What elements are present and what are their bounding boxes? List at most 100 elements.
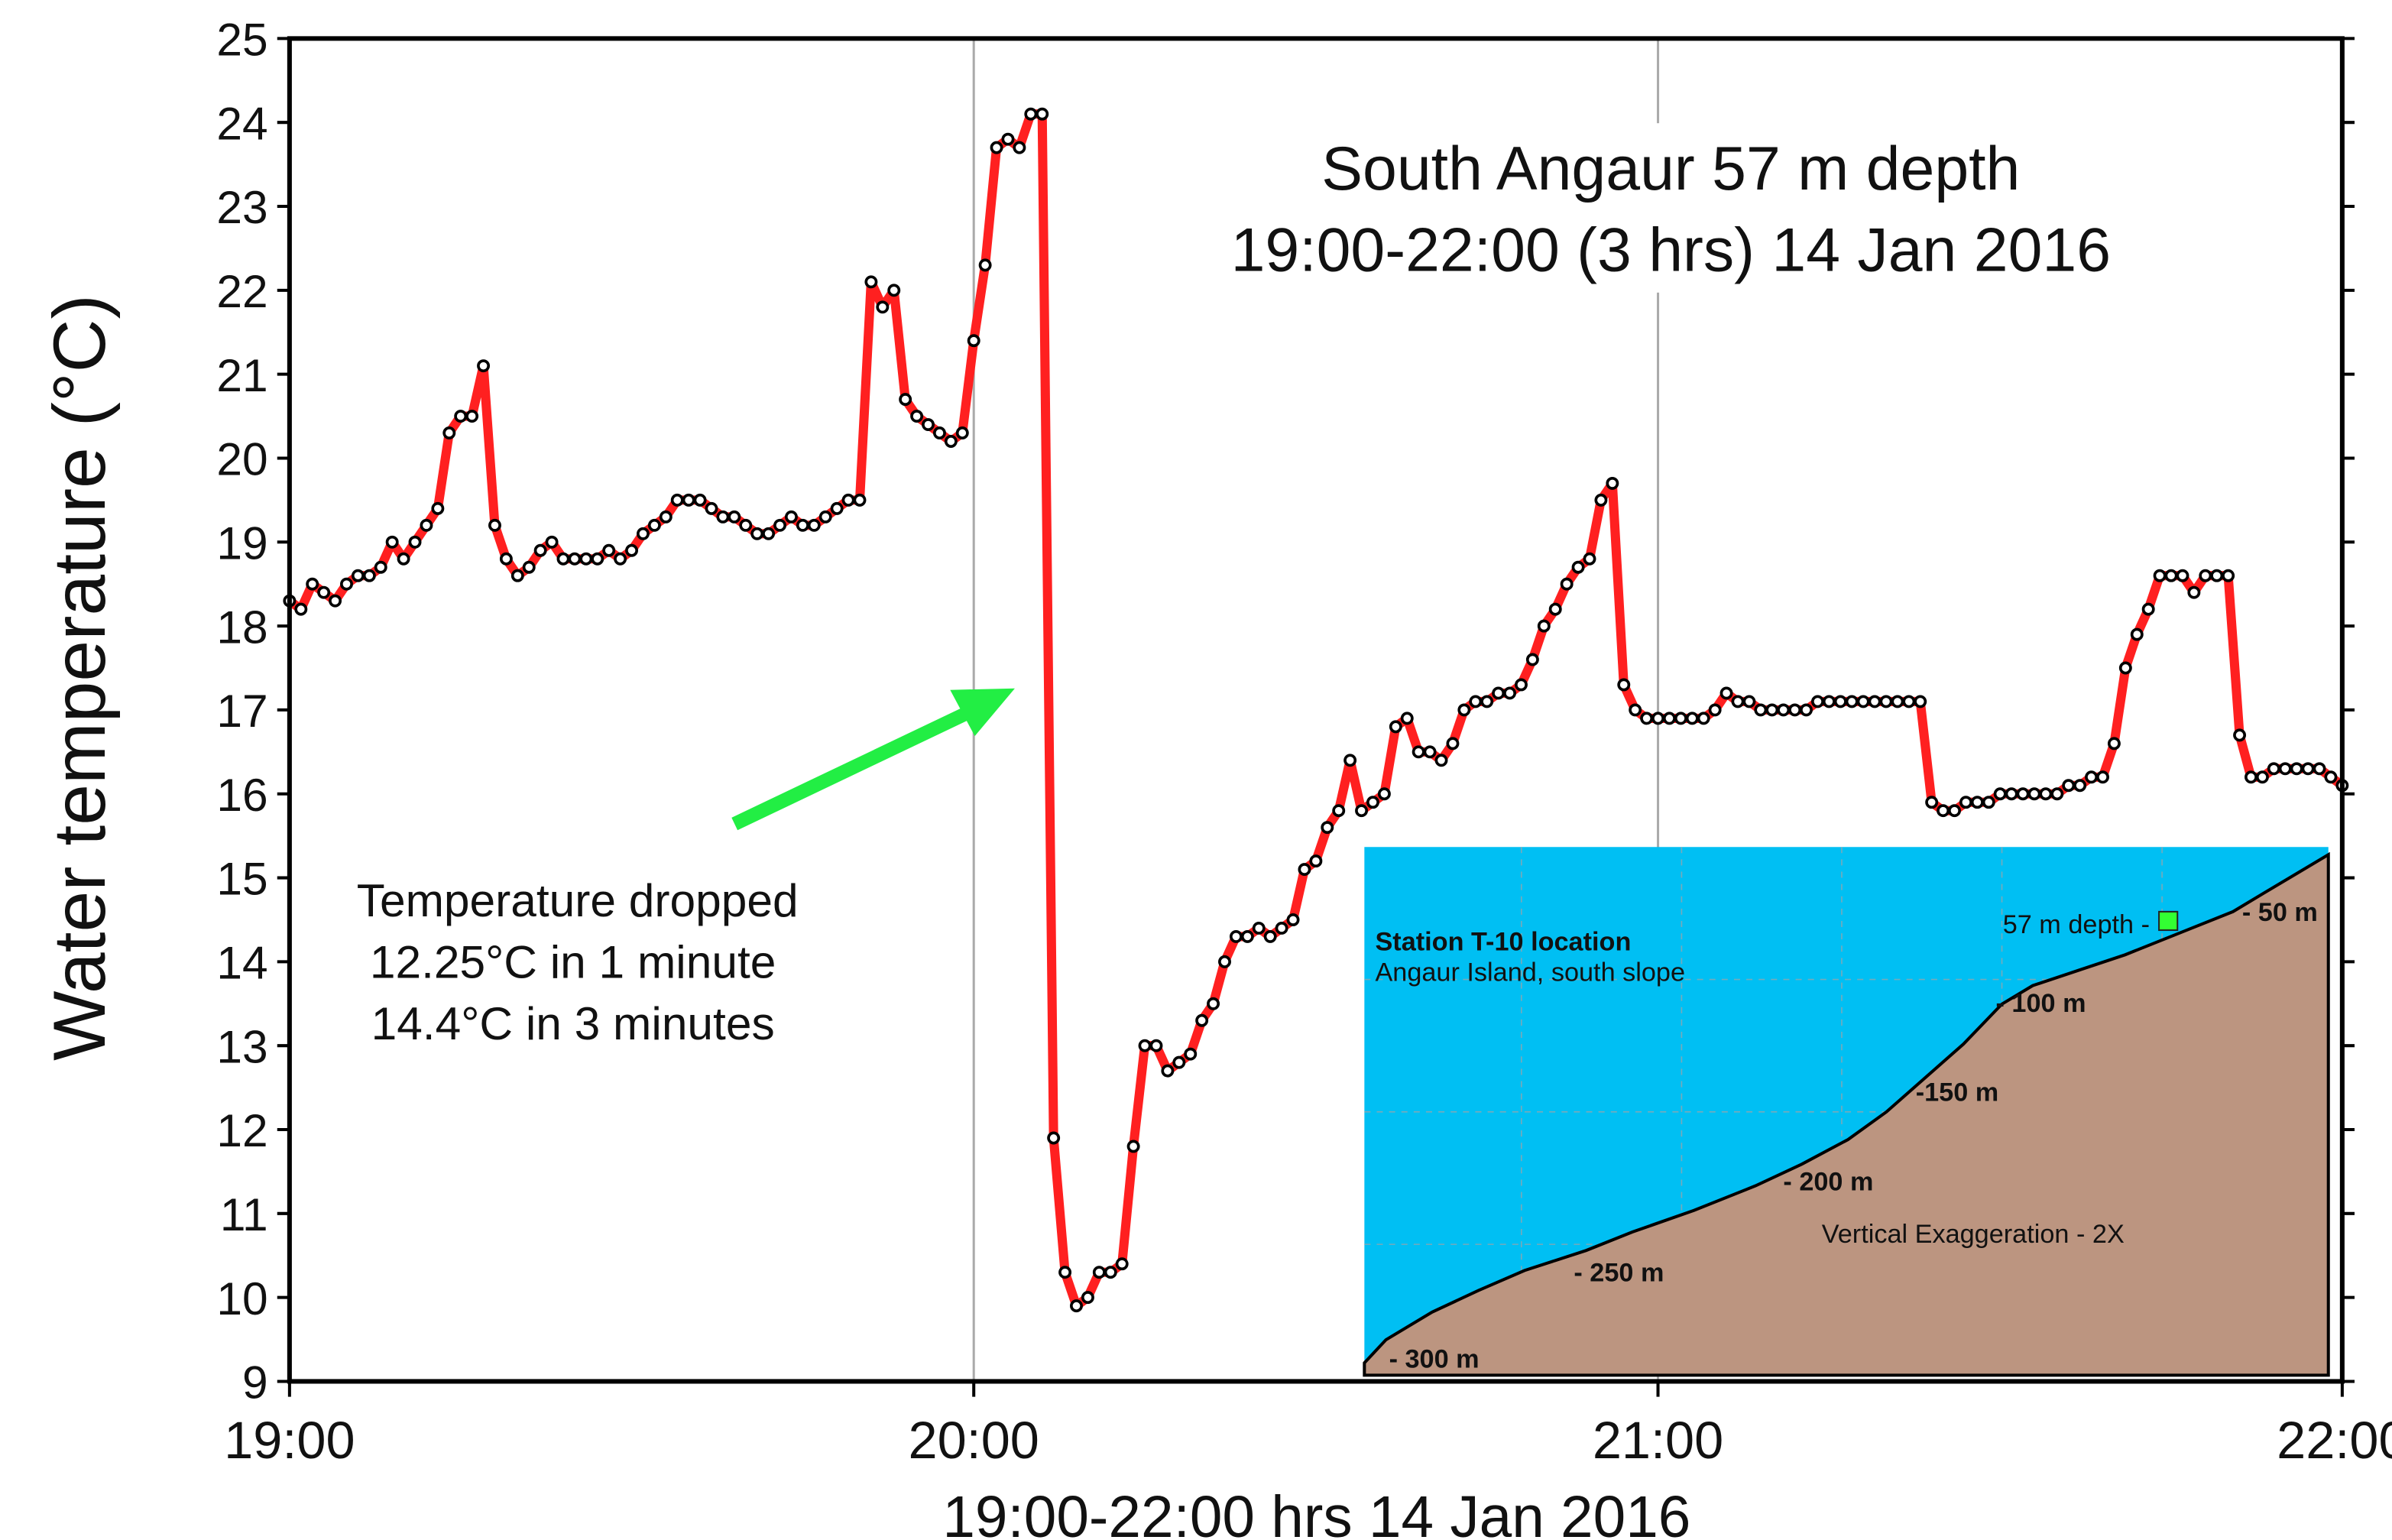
plot-frame xyxy=(287,36,2345,1384)
data-point xyxy=(2245,770,2257,784)
data-point xyxy=(1800,703,1813,717)
data-point xyxy=(374,560,387,574)
data-point xyxy=(1446,737,1460,751)
data-point xyxy=(932,426,946,439)
data-point xyxy=(1013,141,1026,154)
data-point xyxy=(1070,1299,1083,1313)
y-tick-label: 24 xyxy=(216,97,267,149)
data-point xyxy=(1914,695,1927,708)
x-tick-label: 22:00 xyxy=(2277,1411,2392,1470)
y-tick-label: 21 xyxy=(216,349,267,401)
data-point xyxy=(317,585,331,599)
data-point xyxy=(899,393,912,407)
data-point xyxy=(1674,712,1687,725)
data-point xyxy=(1457,703,1471,717)
data-point xyxy=(2050,787,2064,801)
data-point xyxy=(431,501,445,515)
data-point xyxy=(955,426,969,439)
data-point xyxy=(442,426,456,439)
data-point xyxy=(1937,804,1950,818)
data-point xyxy=(1856,695,1870,708)
data-point xyxy=(306,577,319,591)
data-point xyxy=(1115,1257,1129,1271)
data-point xyxy=(1184,1047,1198,1061)
data-point xyxy=(784,510,798,524)
station-label: 57 m depth - xyxy=(2003,910,2150,939)
annotation: 14.4°C in 3 minutes xyxy=(371,997,775,1049)
data-point xyxy=(2027,787,2041,801)
data-point xyxy=(1925,796,1939,809)
data-point xyxy=(1377,787,1391,801)
y-tick-label: 19 xyxy=(216,517,267,569)
data-point xyxy=(2222,569,2235,582)
data-point xyxy=(1298,863,1311,877)
data-point xyxy=(2233,728,2247,742)
data-point xyxy=(614,552,627,566)
data-point xyxy=(2324,770,2338,784)
data-point xyxy=(670,493,684,507)
data-point xyxy=(1195,1013,1209,1027)
data-point xyxy=(1240,929,1254,943)
data-point xyxy=(728,510,741,524)
title-backdrop xyxy=(1139,123,2218,293)
depth-label: - 200 m xyxy=(1783,1168,1873,1197)
x-tick-label: 20:00 xyxy=(908,1411,1039,1470)
data-point xyxy=(830,501,844,515)
data-point xyxy=(1742,695,1756,708)
data-point xyxy=(1685,712,1699,725)
data-point xyxy=(1092,1266,1106,1279)
data-point xyxy=(1036,107,1049,121)
data-point xyxy=(1434,754,1448,767)
data-point xyxy=(454,410,468,423)
arrow-head xyxy=(950,688,1015,737)
data-point xyxy=(1662,712,1676,725)
data-point xyxy=(1149,1039,1163,1052)
data-point xyxy=(385,535,399,549)
annotation: Temperature dropped xyxy=(357,874,799,926)
y-tick-label: 20 xyxy=(216,433,267,485)
inset-seafloor xyxy=(1363,851,2330,1377)
data-point xyxy=(864,275,878,289)
data-point xyxy=(1218,955,1231,968)
chart-subtitle: 19:00-22:00 (3 hrs) 14 Jan 2016 xyxy=(1231,216,2111,285)
data-point xyxy=(2096,770,2109,784)
y-tick-label: 17 xyxy=(216,685,267,737)
data-point xyxy=(1503,686,1517,700)
data-point xyxy=(647,518,661,532)
data-point xyxy=(1993,787,2007,801)
data-point xyxy=(876,300,890,314)
data-point xyxy=(2301,762,2315,776)
data-point xyxy=(2016,787,2030,801)
data-point xyxy=(682,493,695,507)
data-point xyxy=(2313,762,2326,776)
data-point xyxy=(1822,695,1836,708)
data-point xyxy=(1286,913,1300,926)
data-point xyxy=(807,518,821,532)
data-point xyxy=(510,569,524,582)
y-tick-label: 23 xyxy=(216,181,267,233)
data-point xyxy=(1492,686,1506,700)
data-point xyxy=(1515,678,1528,692)
arrow-shaft xyxy=(731,706,971,831)
data-point xyxy=(841,493,855,507)
data-point xyxy=(2085,770,2099,784)
data-point xyxy=(1788,703,1802,717)
chart-title: South Angaur 57 m depth xyxy=(1321,135,2020,203)
data-point xyxy=(796,518,809,532)
data-point xyxy=(2062,779,2076,793)
data-point xyxy=(1104,1266,1117,1279)
data-point xyxy=(2164,569,2178,582)
data-point xyxy=(1548,602,1562,616)
data-point xyxy=(1355,804,1369,818)
data-point xyxy=(1617,678,1631,692)
data-point xyxy=(1765,703,1779,717)
y-axis-label: Water temperature (°C) xyxy=(38,294,121,1061)
data-point xyxy=(922,418,935,431)
data-point xyxy=(329,594,342,608)
data-point xyxy=(2005,787,2018,801)
data-point xyxy=(488,518,501,532)
data-point xyxy=(477,359,491,373)
data-point xyxy=(533,543,547,557)
